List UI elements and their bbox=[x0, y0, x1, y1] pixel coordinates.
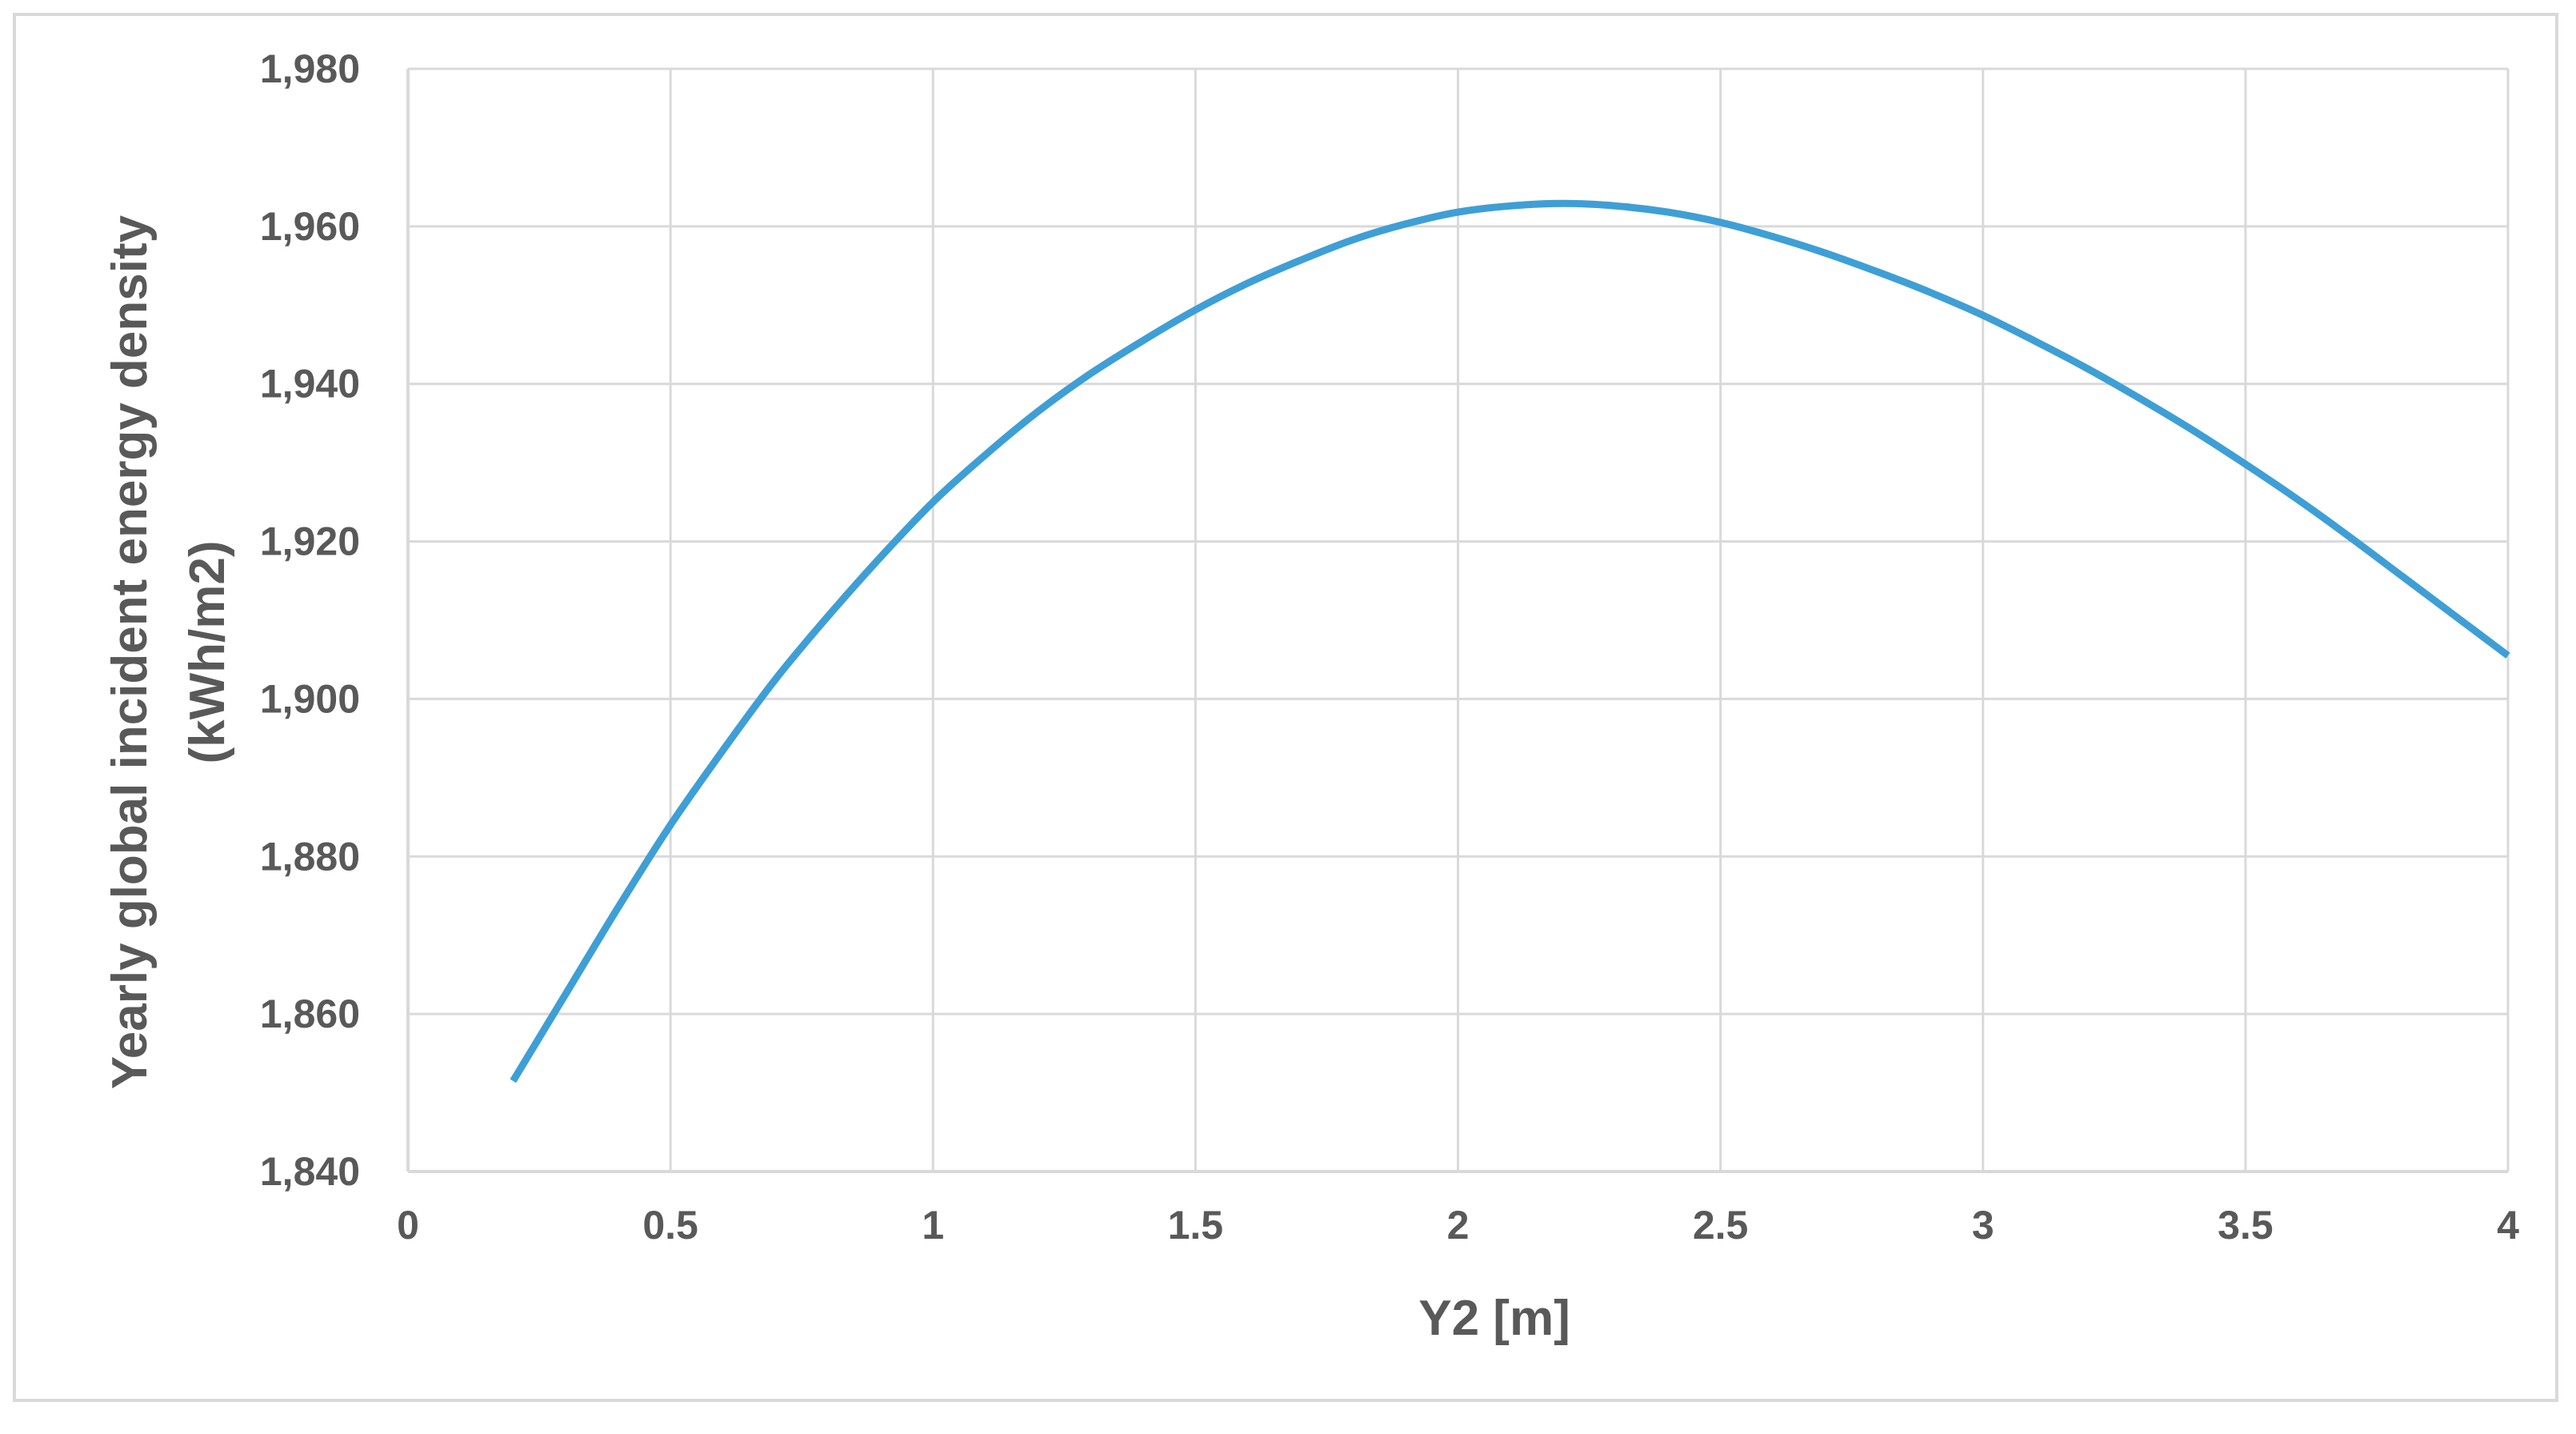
series-layer bbox=[510, 199, 2510, 1084]
y-axis-title-line-2: (kWh/m2) bbox=[180, 541, 235, 764]
y-tick-label: 1,980 bbox=[260, 46, 360, 91]
y-tick-label: 1,840 bbox=[260, 1149, 360, 1194]
x-tick-label: 1 bbox=[922, 1203, 944, 1248]
chart-border bbox=[13, 13, 2558, 1402]
x-tick-label: 3.5 bbox=[2218, 1203, 2274, 1248]
y-tick-label: 1,900 bbox=[260, 676, 360, 721]
x-axis-title: Y2 [m] bbox=[1418, 1291, 1570, 1346]
x-tick-label: 4 bbox=[2497, 1203, 2519, 1248]
x-tick-label: 1.5 bbox=[1168, 1203, 1224, 1248]
y-axis-title-line-1: Yearly global incident energy density bbox=[102, 214, 158, 1089]
x-tick-label: 2.5 bbox=[1693, 1203, 1749, 1248]
axis-layer bbox=[406, 69, 2508, 1173]
x-tick-label: 2 bbox=[1447, 1203, 1470, 1248]
y-tick-label: 1,960 bbox=[260, 204, 360, 249]
y-tick-label: 1,920 bbox=[260, 519, 360, 564]
grid-layer bbox=[406, 67, 2510, 1173]
series-line bbox=[510, 199, 2510, 1084]
x-tick-label: 3 bbox=[1972, 1203, 1994, 1248]
y-tick-label: 1,860 bbox=[260, 991, 360, 1036]
label-layer: 1,840 1,860 1,880 1,900 1,920 1,940 1,960 1,980… bbox=[260, 46, 2519, 1248]
y-tick-label: 1,940 bbox=[260, 362, 360, 407]
y-tick-label: 1,880 bbox=[260, 834, 360, 879]
x-tick-label: 0 bbox=[397, 1203, 419, 1248]
x-tick-label: 0.5 bbox=[642, 1203, 698, 1248]
